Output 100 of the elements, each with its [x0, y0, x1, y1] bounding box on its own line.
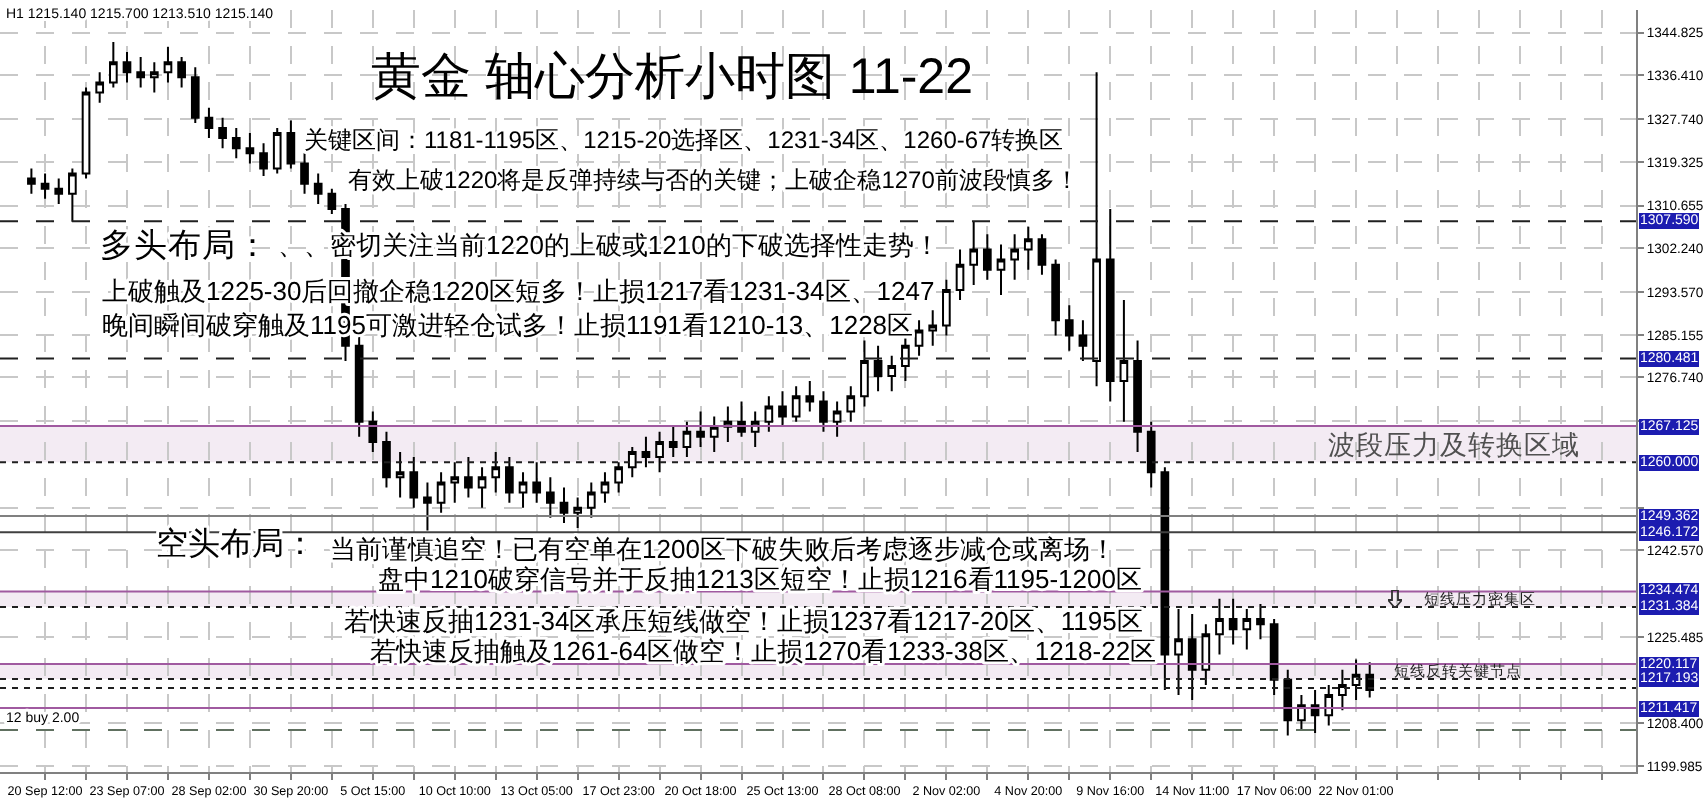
candlestick — [245, 132, 255, 165]
candlestick — [1051, 258, 1060, 337]
candlestick — [546, 476, 555, 519]
candlestick — [1010, 233, 1019, 281]
candlestick — [996, 243, 1006, 297]
candlestick — [423, 481, 432, 532]
candlestick — [928, 309, 938, 347]
candlestick — [668, 425, 678, 459]
candlestick — [860, 339, 869, 408]
candlestick — [737, 400, 746, 438]
candlestick — [231, 126, 241, 160]
candlestick — [696, 410, 705, 448]
candlestick — [1146, 420, 1156, 489]
candlestick — [914, 319, 924, 357]
annotation: 空头布局： — [156, 526, 316, 562]
candlestick — [805, 380, 815, 413]
candlestick — [177, 56, 186, 89]
candlestick — [409, 456, 419, 509]
candlestick — [1105, 207, 1115, 403]
candlestick — [327, 187, 337, 216]
annotation: 当前谨慎追空！已有空单在1200区下破失败后考虑逐步减仓或离场！ — [330, 534, 1116, 564]
candlestick — [1078, 319, 1088, 362]
candlestick — [750, 410, 760, 448]
candlestick — [982, 233, 992, 281]
candlestick — [791, 385, 801, 423]
candlestick — [1092, 71, 1101, 388]
candlestick — [764, 395, 774, 433]
candlestick — [627, 445, 637, 479]
candlestick — [1351, 658, 1361, 702]
candlestick — [95, 71, 105, 104]
candlestick — [655, 430, 664, 474]
candlestick — [272, 126, 282, 175]
candlestick — [1283, 668, 1293, 737]
candlestick — [1064, 304, 1074, 352]
candlestick — [887, 354, 897, 393]
candlestick — [68, 167, 77, 223]
candlestick — [901, 334, 910, 383]
candlestick — [1324, 683, 1334, 727]
candlestick — [1297, 694, 1306, 732]
band-label: 波段压力及转换区域 — [1328, 430, 1580, 460]
candlestick — [955, 248, 965, 302]
candlestick — [1338, 668, 1347, 712]
candlestick — [518, 471, 528, 509]
candlestick — [600, 471, 610, 504]
candlestick — [81, 86, 91, 180]
candlestick — [1119, 299, 1129, 423]
candlestick — [1174, 607, 1183, 697]
candlestick — [586, 481, 596, 519]
candlestick — [149, 61, 159, 94]
candlestick — [778, 390, 787, 428]
annotation: 若快速反抽1231-34区承压短线做空！止损1237看1217-20区、1195区 — [344, 606, 1143, 636]
annotation: 盘中1210破穿信号并于反抽1213区短空！止损1216看1195-1200区 — [378, 564, 1142, 594]
candlestick — [354, 334, 364, 438]
candlestick — [1215, 597, 1224, 656]
candlestick — [1310, 688, 1320, 735]
candlestick — [477, 466, 487, 509]
candlestick — [436, 471, 446, 514]
candlestick — [819, 390, 828, 433]
candlestick — [40, 172, 50, 200]
candlestick — [136, 56, 145, 89]
candlestick — [846, 385, 856, 423]
annotation: 关键区间：1181-1195区、1215-20选择区、1231-34区、1260-67转换区 — [304, 126, 1064, 154]
annotation: 有效上破1220将是反弹持续与否的关键；上破企稳1270前波段慎多！ — [348, 166, 1079, 194]
text: 黄金 轴心分析小时图 11-22 — [371, 48, 973, 105]
candlestick — [395, 451, 405, 499]
candlestick — [109, 40, 118, 89]
candlestick — [505, 456, 514, 504]
candlestick — [1201, 623, 1211, 686]
candlestick — [1256, 602, 1265, 641]
candlestick — [682, 420, 692, 459]
candlestick — [54, 177, 64, 205]
candlestick — [300, 152, 309, 195]
candlestick — [190, 66, 200, 124]
candlestick — [1242, 607, 1252, 651]
candlestick — [969, 220, 979, 286]
candlestick — [204, 106, 214, 140]
candlestick — [1133, 339, 1142, 454]
candlestick — [1228, 597, 1238, 646]
candlestick — [559, 486, 569, 524]
candlestick — [832, 400, 842, 438]
candlestick — [491, 451, 501, 494]
candlestick — [641, 435, 651, 469]
candlestick — [382, 430, 391, 489]
candlestick — [614, 461, 623, 494]
candlestick — [464, 456, 473, 499]
candlestick — [286, 119, 296, 170]
candlestick — [942, 278, 951, 337]
candlestick — [122, 51, 132, 84]
candlestick — [573, 496, 582, 529]
candlestick — [532, 461, 542, 504]
candlestick — [259, 142, 268, 178]
candlestick — [1187, 613, 1197, 702]
candlestick — [450, 461, 460, 504]
candlestick — [1037, 233, 1047, 276]
candlestick — [873, 344, 883, 393]
candlestick — [218, 116, 227, 150]
annotation: 若快速反抽触及1261-64区做空！止损1270看1233-38区、1218-22区 — [370, 636, 1157, 666]
annotation: 多头布局： — [100, 228, 270, 264]
candlestick — [163, 45, 173, 84]
candlestick — [1160, 466, 1170, 691]
